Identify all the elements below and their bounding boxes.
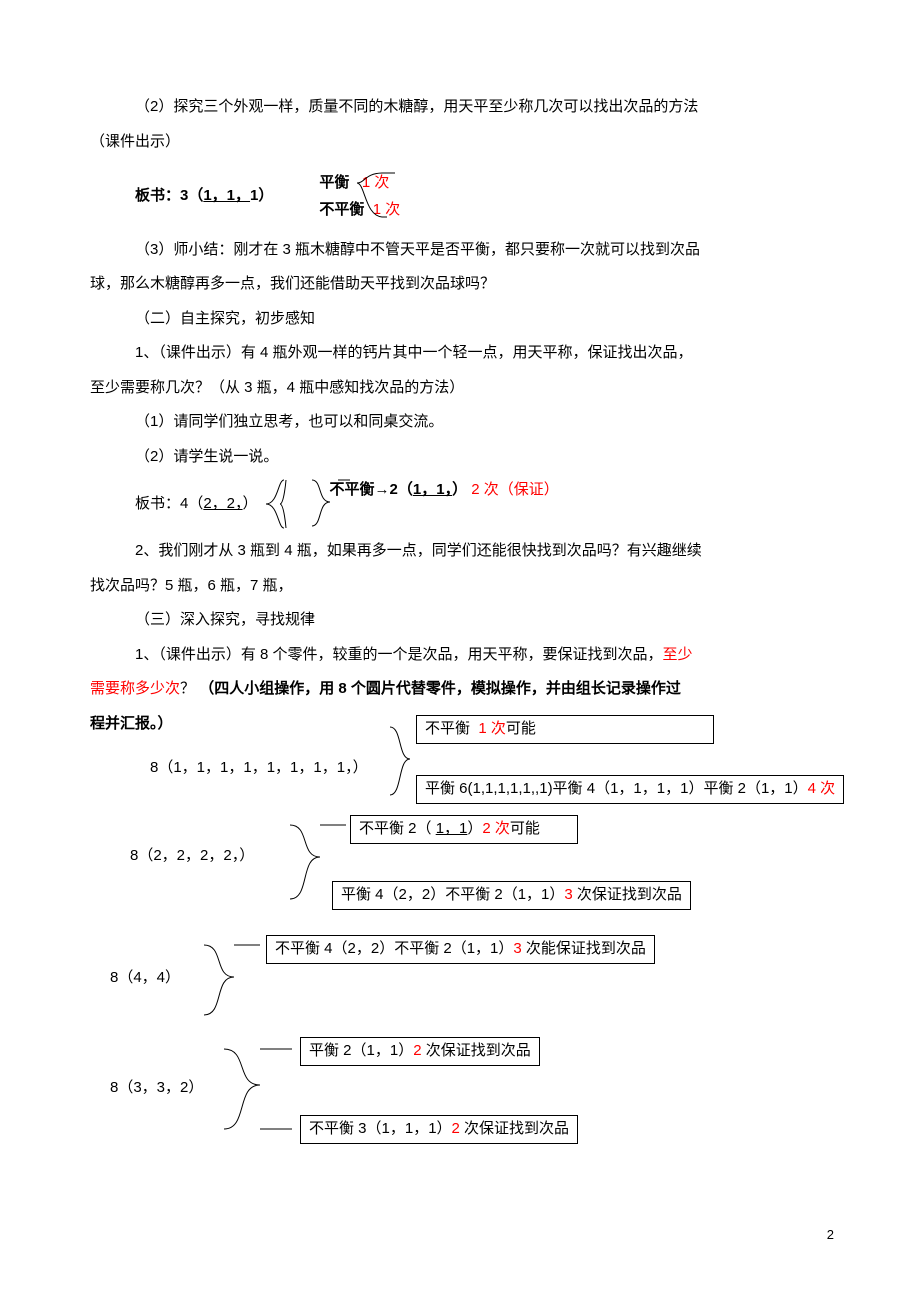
text: 次保证找到次品 xyxy=(460,1120,569,1137)
text: 平衡 6(1,1,1,1,1,,1)平衡 4（1，1，1，1）平衡 2（1，1） xyxy=(425,780,808,797)
text: 需要称多少次 xyxy=(90,680,180,697)
text: 次保证找到次品 xyxy=(573,886,682,903)
text: 2 xyxy=(413,1042,421,1059)
d3-box: 不平衡 4（2，2）不平衡 2（1，1）3 次能保证找到次品 xyxy=(266,935,655,964)
board-3-label: 板书：3（1，1，1） xyxy=(135,179,273,214)
text: 1、（课件出示）有 8 个零件，较重的一个是次品，用天平称，要保证找到次品， xyxy=(135,646,663,663)
heading-section-2: （二）自主探究，初步感知 xyxy=(90,302,830,337)
text: 板书：3（ xyxy=(135,187,203,204)
text: 不平衡 xyxy=(425,720,470,737)
d3-left: 8（4，4） xyxy=(110,961,180,996)
diagram-8-ones: 8（1，1，1，1，1，1，1，1，） 不平衡 1 次可能 平衡 6(1,1,1… xyxy=(90,715,830,805)
text: 3 xyxy=(564,886,572,903)
text: 平衡 2（1，1） xyxy=(309,1042,413,1059)
brace-4-path xyxy=(308,472,388,542)
text: 2 xyxy=(452,1120,460,1137)
paragraph-q4-b: 至少需要称几次？（从 3 瓶，4 瓶中感知找次品的方法） xyxy=(90,371,830,406)
text: 1，1 xyxy=(436,820,468,837)
diagram-8-twos: 8（2，2，2，2，） 不平衡 2（ 1，1）2 次可能 平衡 4（2，2）不平… xyxy=(90,815,830,915)
brace-3-svg xyxy=(355,169,535,239)
d2-box-bottom: 平衡 4（2，2）不平衡 2（1，1）3 次保证找到次品 xyxy=(332,881,691,910)
text: 4 次 xyxy=(808,780,836,797)
d2-left: 8（2，2，2，2，） xyxy=(130,839,254,874)
paragraph-courseware: （课件出示） xyxy=(90,125,830,160)
page-number: 2 xyxy=(827,1227,834,1242)
diagram-8-fours: 8（4，4） 不平衡 4（2，2）不平衡 2（1，1）3 次能保证找到次品 xyxy=(90,935,830,1025)
text: 2，2， xyxy=(203,495,242,512)
paragraph-step-2: （2）请学生说一说。 xyxy=(90,440,830,475)
text: ？ xyxy=(180,680,195,697)
paragraph-transition-b: 找次品吗？5 瓶，6 瓶，7 瓶， xyxy=(90,569,830,604)
d1-box-top: 不平衡 1 次可能 xyxy=(416,715,714,744)
paragraph-3-summary-b: 球，那么木糖醇再多一点，我们还能借助天平找到次品球吗？ xyxy=(90,267,830,302)
text: ） xyxy=(243,495,258,512)
text: 至少 xyxy=(663,646,693,663)
heading-section-3: （三）深入探究，寻找规律 xyxy=(90,603,830,638)
text: 不平衡 4（2，2）不平衡 2（1，1） xyxy=(275,940,513,957)
d1-left: 8（1，1，1，1，1，1，1，1，） xyxy=(150,751,368,786)
text: ） xyxy=(467,820,482,837)
text: 1，1， xyxy=(413,481,452,498)
d2-box-top: 不平衡 2（ 1，1）2 次可能 xyxy=(350,815,578,844)
text: 1 次 xyxy=(478,720,506,737)
paragraph-q8: 1、（课件出示）有 8 个零件，较重的一个是次品，用天平称，要保证找到次品，至少 xyxy=(90,638,830,673)
text: 可能 xyxy=(506,720,536,737)
brace-icon xyxy=(297,159,327,219)
text: 2 次（保证） xyxy=(471,481,559,498)
text: 2 次 xyxy=(482,820,510,837)
text: 不平衡 3（1，1，1） xyxy=(309,1120,452,1137)
text: 板书：4（ xyxy=(135,495,203,512)
text: ） xyxy=(452,481,467,498)
text: 3 xyxy=(513,940,521,957)
paragraph-q4-a: 1、（课件出示）有 4 瓶外观一样的钙片其中一个轻一点，用天平称，保证找出次品， xyxy=(90,336,830,371)
paragraph-q8-b: 需要称多少次？ （四人小组操作，用 8 个圆片代替零件，模拟操作，并由组长记录操… xyxy=(90,672,830,707)
text: 1） xyxy=(250,187,273,204)
board-4-left: 板书：4（2，2，） xyxy=(135,487,258,522)
d1-box-bottom: 平衡 6(1,1,1,1,1,,1)平衡 4（1，1，1，1）平衡 2（1，1）… xyxy=(416,775,844,804)
text: 次能保证找到次品 xyxy=(522,940,646,957)
brace-3 xyxy=(297,159,327,233)
d4-left: 8（3，3，2） xyxy=(110,1071,203,1106)
paragraph-transition-a: 2、我们刚才从 3 瓶到 4 瓶，如果再多一点，同学们还能很快找到次品吗？有兴趣… xyxy=(90,534,830,569)
text: 次保证找到次品 xyxy=(422,1042,531,1059)
paragraph-step-1: （1）请同学们独立思考，也可以和同桌交流。 xyxy=(90,405,830,440)
text: 平衡 4（2，2）不平衡 2（1，1） xyxy=(341,886,564,903)
d4-box-bottom: 不平衡 3（1，1，1）2 次保证找到次品 xyxy=(300,1115,578,1144)
diagram-8-threes: 8（3，3，2） 平衡 2（1，1）2 次保证找到次品 不平衡 3（1，1，1）… xyxy=(90,1035,830,1145)
board-4: 板书：4（2，2，） 不平衡→2（1，1，） 2 次（保证） xyxy=(135,474,830,534)
paragraph-2-intro: （2）探究三个外观一样，质量不同的木糖醇，用天平至少称几次可以找出次品的方法 xyxy=(90,90,830,125)
d4-box-top: 平衡 2（1，1）2 次保证找到次品 xyxy=(300,1037,540,1066)
text: 不平衡 2（ xyxy=(359,820,436,837)
text: 可能 xyxy=(510,820,540,837)
text: 1，1， xyxy=(203,187,250,204)
text: （四人小组操作，用 8 个圆片代替零件，模拟操作，并由组长记录操作过 xyxy=(199,680,681,697)
